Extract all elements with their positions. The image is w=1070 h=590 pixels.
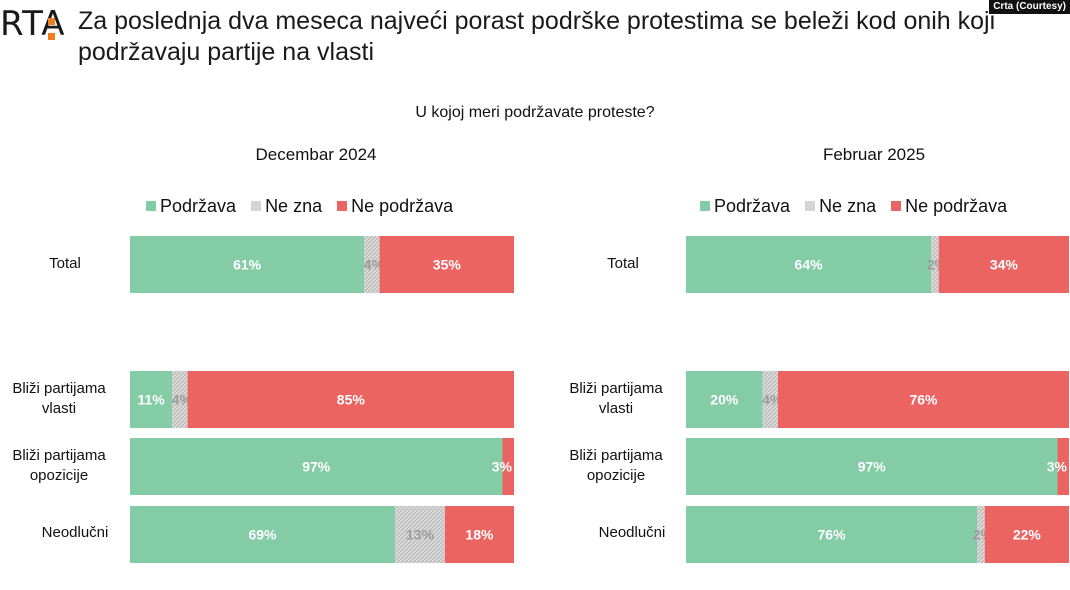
data-label: 35%	[433, 257, 462, 273]
row-label-total: Total	[607, 255, 639, 272]
bar-segment-support	[130, 438, 503, 495]
legend-february: Podržava Ne zna Ne podržava	[700, 196, 1017, 217]
data-label: 85%	[337, 392, 366, 408]
data-label: 76%	[818, 527, 847, 543]
bar-segment-oppose	[984, 506, 1069, 563]
data-label: 76%	[909, 392, 938, 408]
bar-segment-oppose	[1057, 438, 1069, 495]
bar-segment-support	[686, 371, 763, 428]
bar-segment-dontknow	[394, 506, 445, 563]
data-label: 20%	[710, 392, 739, 408]
data-label: 18%	[465, 527, 494, 543]
bar-segment-oppose	[379, 236, 514, 293]
survey-question: U kojoj meri podržavate proteste?	[415, 104, 655, 121]
legend-december: Podržava Ne zna Ne podržava	[146, 196, 463, 217]
data-label: 97%	[302, 459, 331, 475]
bar-segment-dontknow	[762, 371, 778, 428]
legend-item-support: Podržava	[146, 196, 236, 217]
bar-segment-support	[686, 506, 978, 563]
data-label: 34%	[990, 257, 1019, 273]
legend-swatch-dontknow	[805, 201, 816, 211]
data-label: 11%	[137, 392, 165, 408]
legend-item-dontknow: Ne zna	[251, 196, 322, 217]
data-label: 4%	[172, 392, 193, 408]
legend-item-oppose: Ne podržava	[337, 196, 453, 217]
row-label-undecided: Neodlučni	[41, 524, 109, 541]
bar-segment-oppose	[444, 506, 514, 563]
legend-label: Ne zna	[265, 196, 323, 216]
legend-swatch-oppose	[891, 201, 902, 211]
headline: Za poslednja dva meseca najveći porast p…	[78, 7, 996, 66]
data-label: 97%	[858, 459, 887, 475]
bar-segment-support	[130, 371, 173, 428]
legend-swatch-support	[700, 201, 710, 211]
row-label-government: Bliži partijama vlasti	[569, 380, 663, 417]
photo-credit: Crta (Courtesy)	[989, 0, 1070, 14]
bar-segment-oppose	[187, 371, 514, 428]
bar-segment-dontknow	[364, 236, 380, 293]
bar-segment-support	[130, 506, 395, 563]
row-label-total: Total	[49, 255, 81, 272]
data-label: 4%	[762, 392, 783, 408]
legend-label: Ne podržava	[905, 196, 1008, 216]
data-label: 69%	[248, 527, 277, 543]
legend-swatch-dontknow	[251, 201, 262, 211]
legend-swatch-support	[146, 201, 156, 211]
bar-segment-oppose	[777, 371, 1069, 428]
legend-label: Ne zna	[819, 196, 877, 216]
data-label: 64%	[795, 257, 824, 273]
row-label-undecided: Neodlučni	[598, 524, 666, 541]
bar-segment-dontknow	[172, 371, 188, 428]
bar-segment-dontknow	[977, 506, 985, 563]
data-label: 4%	[364, 257, 385, 273]
data-label: 13%	[406, 527, 435, 543]
data-label: 22%	[1013, 527, 1042, 543]
legend-swatch-oppose	[337, 201, 348, 211]
legend-item-oppose: Ne podržava	[891, 196, 1007, 217]
legend-label: Podržava	[714, 196, 791, 216]
bar-segment-support	[686, 236, 932, 293]
data-label: 61%	[233, 257, 262, 273]
bar-segment-support	[130, 236, 365, 293]
logo-colon-icon	[48, 18, 56, 44]
bar-segment-support	[686, 438, 1058, 495]
data-label: 3%	[492, 459, 513, 475]
legend-item-dontknow: Ne zna	[805, 196, 876, 217]
row-label-opposition: Bliži partijama opozicije	[569, 447, 663, 484]
bar-segment-oppose	[938, 236, 1069, 293]
legend-label: Ne podržava	[351, 196, 454, 216]
legend-label: Podržava	[160, 196, 237, 216]
bar-segment-dontknow	[931, 236, 939, 293]
panel-title-december: Decembar 2024	[255, 145, 377, 164]
row-label-government: Bliži partijama vlasti	[12, 380, 106, 417]
panel-title-february: Februar 2025	[822, 145, 926, 164]
row-label-opposition: Bliži partijama opozicije	[12, 447, 106, 484]
data-label: 3%	[1047, 459, 1068, 475]
bar-segment-oppose	[502, 438, 514, 495]
legend-item-support: Podržava	[700, 196, 790, 217]
